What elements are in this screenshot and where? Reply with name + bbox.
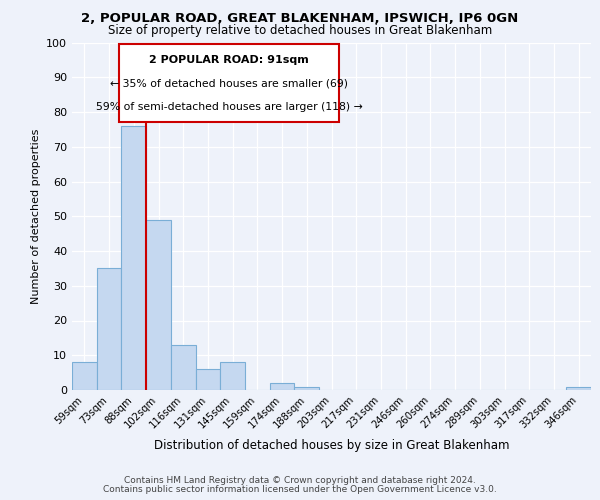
- Bar: [97, 268, 121, 390]
- Bar: [295, 386, 319, 390]
- X-axis label: Distribution of detached houses by size in Great Blakenham: Distribution of detached houses by size …: [154, 439, 509, 452]
- Text: 59% of semi-detached houses are larger (118) →: 59% of semi-detached houses are larger (…: [95, 102, 362, 112]
- Y-axis label: Number of detached properties: Number of detached properties: [31, 128, 41, 304]
- Bar: [196, 369, 220, 390]
- Bar: [220, 362, 245, 390]
- Text: Size of property relative to detached houses in Great Blakenham: Size of property relative to detached ho…: [108, 24, 492, 37]
- Bar: [566, 386, 591, 390]
- Text: 2, POPULAR ROAD, GREAT BLAKENHAM, IPSWICH, IP6 0GN: 2, POPULAR ROAD, GREAT BLAKENHAM, IPSWIC…: [82, 12, 518, 26]
- Text: 2 POPULAR ROAD: 91sqm: 2 POPULAR ROAD: 91sqm: [149, 55, 309, 65]
- FancyBboxPatch shape: [119, 44, 339, 122]
- Bar: [121, 126, 146, 390]
- Text: Contains HM Land Registry data © Crown copyright and database right 2024.: Contains HM Land Registry data © Crown c…: [124, 476, 476, 485]
- Bar: [270, 383, 295, 390]
- Bar: [146, 220, 171, 390]
- Bar: [171, 345, 196, 390]
- Bar: [72, 362, 97, 390]
- Text: ← 35% of detached houses are smaller (69): ← 35% of detached houses are smaller (69…: [110, 78, 348, 88]
- Text: Contains public sector information licensed under the Open Government Licence v3: Contains public sector information licen…: [103, 485, 497, 494]
